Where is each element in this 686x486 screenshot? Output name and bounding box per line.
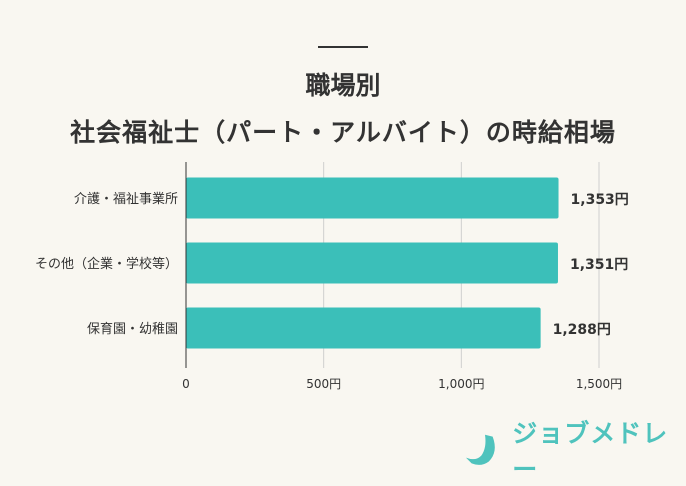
data-label: 1,351円 [570, 257, 628, 273]
category-label: 介護・福祉事業所 [74, 191, 178, 207]
brand-logo: ジョブメドレー [464, 414, 686, 486]
x-tick-label: 1,500円 [576, 377, 622, 391]
logo-mark-icon [465, 434, 495, 465]
x-tick-label: 500円 [306, 377, 341, 391]
x-tick-label: 0 [182, 377, 190, 391]
bar-chart: 0 500円 1,000円 1,500円 介護・福祉事業所 1,353円その他（企業・学校… [35, 162, 629, 391]
data-label: 1,288円 [553, 322, 611, 338]
chart-title-line1: 職場別 [305, 71, 381, 100]
chart-title-line2: 社会福祉士（パート・アルバイト）の時給相場 [70, 118, 616, 147]
logo-text: ジョブメドレー [512, 419, 669, 484]
bar [186, 307, 541, 349]
category-label: 保育園・幼稚園 [87, 321, 178, 337]
bar [186, 177, 559, 219]
data-label: 1,353円 [571, 192, 629, 208]
category-label: その他（企業・学校等） [35, 256, 178, 272]
x-tick-label: 1,000円 [438, 377, 484, 391]
bar [186, 242, 558, 284]
title-divider [318, 46, 368, 48]
